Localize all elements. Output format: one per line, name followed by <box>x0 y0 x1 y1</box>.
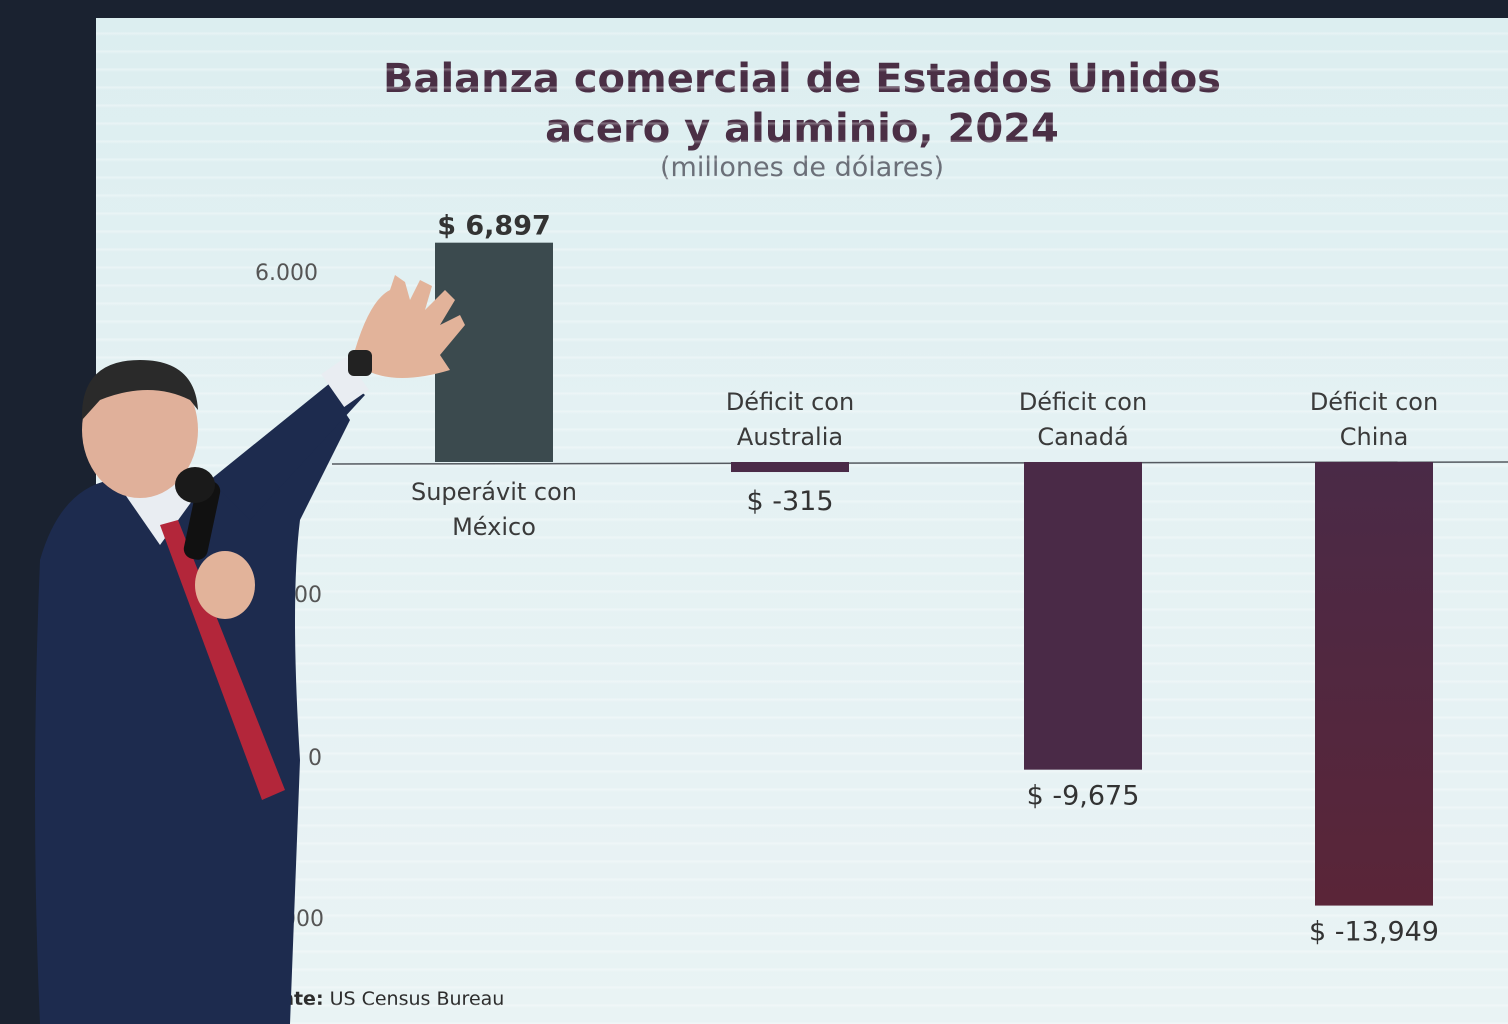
bar-0 <box>435 242 553 462</box>
value-label: $ -13,949 <box>1309 917 1439 948</box>
y-tick-label: 4.000 <box>259 583 322 608</box>
category-label: China <box>1340 423 1409 451</box>
category-label: Superávit con <box>411 478 577 506</box>
category-label: Canadá <box>1037 423 1128 451</box>
value-label: $ -9,675 <box>1027 781 1140 812</box>
bar-1 <box>731 462 849 473</box>
chart-title-line2: acero y aluminio, 2024 <box>545 106 1059 152</box>
bar-2 <box>1024 462 1142 770</box>
source-text: US Census Bureau <box>329 988 505 1010</box>
zero-baseline <box>331 461 1508 465</box>
category-label: Déficit con <box>1310 388 1438 416</box>
value-label: $ 6,897 <box>437 211 551 242</box>
bar-3 <box>1315 462 1433 906</box>
category-label: Déficit con <box>726 388 854 416</box>
y-tick-label: 14.000 <box>247 907 324 932</box>
chart-subtitle: (millones de dólares) <box>660 152 944 183</box>
category-label: México <box>452 513 536 541</box>
chart-title-line1: Balanza comercial de Estados Unidos <box>382 56 1221 102</box>
category-label: Déficit con <box>1019 388 1147 416</box>
value-label: $ -315 <box>746 486 833 517</box>
y-tick-label: 0 <box>308 746 322 771</box>
y-tick-label: 6.000 <box>255 261 318 286</box>
category-label: Australia <box>737 423 843 451</box>
